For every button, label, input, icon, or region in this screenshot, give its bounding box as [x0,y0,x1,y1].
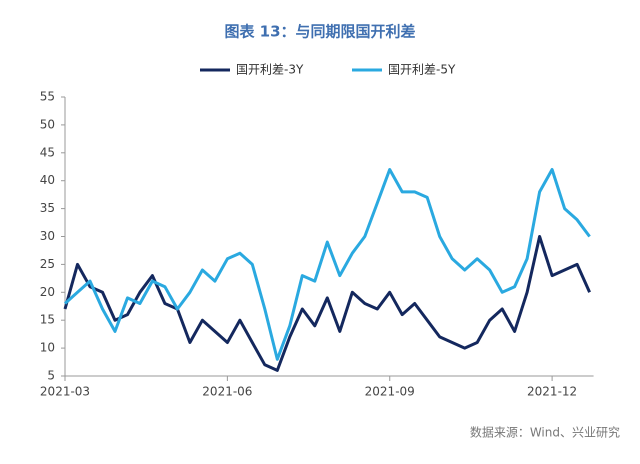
series-line [63,235,591,372]
source-note: 数据来源：Wind、兴业研究 [470,425,620,440]
y-tick-label: 20 [40,285,55,299]
y-tick-label: 15 [40,313,55,327]
y-tick-label: 50 [40,117,55,131]
x-tick-label: 2021-12 [527,385,577,399]
x-tick-label: 2021-09 [365,385,415,399]
legend-label: 国开利差-3Y [236,63,304,77]
x-tick-label: 2021-06 [202,385,252,399]
legend-label: 国开利差-5Y [388,63,456,77]
y-tick-label: 10 [40,341,55,355]
y-tick-label: 30 [40,229,55,243]
chart-title: 图表 13：与同期限国开利差 [224,23,415,41]
y-tick-label: 35 [40,201,55,215]
x-tick-label: 2021-03 [40,385,90,399]
y-tick-label: 25 [40,257,55,271]
series-line [63,168,591,361]
y-tick-label: 55 [40,90,55,104]
y-tick-label: 40 [40,173,55,187]
y-tick-label: 45 [40,145,55,159]
y-tick-label: 5 [47,369,55,383]
